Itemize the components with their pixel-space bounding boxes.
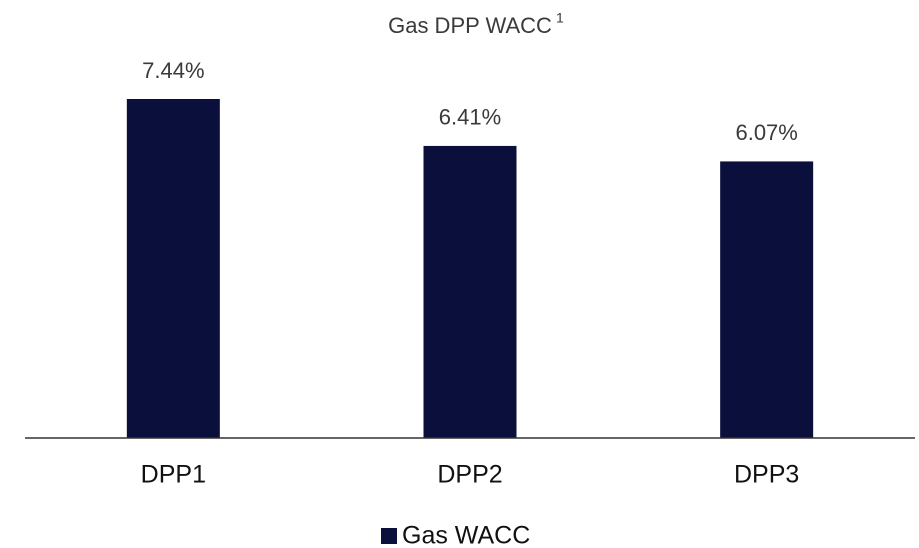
x-tick-label: DPP1 <box>141 461 206 489</box>
value-label: 7.44% <box>142 58 204 83</box>
bar <box>126 99 220 438</box>
value-label: 6.07% <box>735 120 797 145</box>
bar <box>720 161 814 438</box>
legend-label: Gas WACC <box>402 522 530 548</box>
x-tick-label: DPP2 <box>437 461 502 489</box>
bar <box>423 145 517 438</box>
value-label: 6.41% <box>439 105 501 130</box>
x-tick-label: DPP3 <box>734 461 799 489</box>
title-note: 1 <box>556 10 564 26</box>
legend-swatch <box>381 528 397 544</box>
chart-title: Gas DPP WACC <box>388 13 552 38</box>
